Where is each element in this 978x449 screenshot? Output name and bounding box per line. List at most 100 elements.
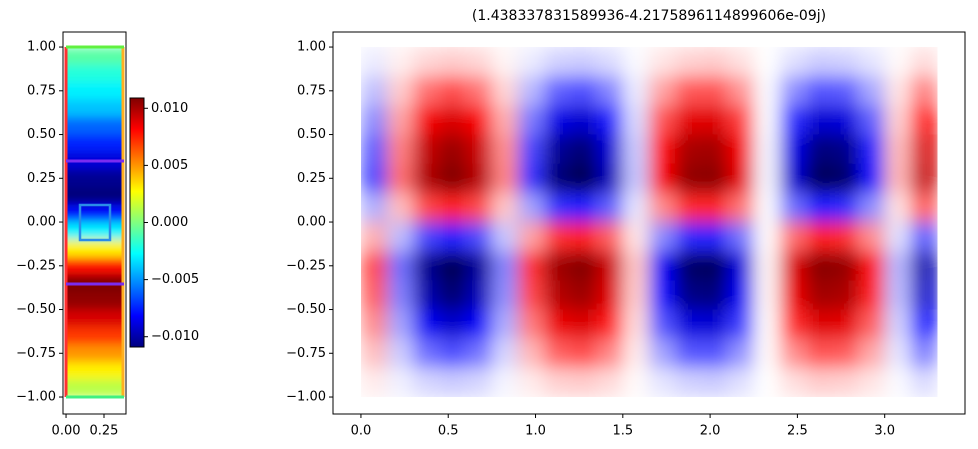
heatmap-cell [649, 251, 676, 281]
heatmap-cell [465, 134, 493, 165]
heatmap-cell [910, 105, 938, 136]
heatmap-cell [570, 338, 598, 369]
heatmap-cell [387, 47, 414, 77]
heatmap-cell [518, 280, 545, 311]
heatmap-cell [465, 251, 493, 281]
heatmap-cell [465, 367, 493, 397]
heatmap-cell [858, 76, 886, 106]
heatmap-cell [439, 134, 467, 165]
heatmap-cell [858, 280, 886, 311]
heatmap-cell [387, 192, 414, 223]
heatmap-cell [753, 280, 781, 311]
heatmap-cell [753, 192, 781, 223]
heatmap-cell [779, 367, 807, 397]
heatmap-cell [832, 134, 860, 165]
heatmap-cell [701, 163, 729, 194]
heatmap-cell [66, 99, 124, 118]
heatmap-cell [622, 367, 650, 397]
heatmap-cell [832, 192, 860, 223]
heatmap-cell [910, 251, 938, 281]
heatmap-cell [544, 105, 571, 136]
heatmap-cell [596, 221, 624, 252]
heatmap-cell [491, 134, 519, 165]
heatmap-cell [649, 309, 676, 340]
heatmap-cell [544, 192, 571, 223]
heatmap-cell [66, 222, 124, 241]
heatmap-cell [779, 221, 807, 252]
heatmap-cell [701, 251, 729, 281]
heatmap-cell [727, 251, 755, 281]
heatmap-cell [439, 280, 467, 311]
heatmap-cell [649, 76, 676, 106]
heatmap-cell [806, 76, 833, 106]
y-tick-label: −0.25 [286, 258, 326, 273]
heatmap-cell [465, 221, 493, 252]
heatmap-cell [753, 105, 781, 136]
heatmap-cell [858, 47, 886, 77]
heatmap-cell [66, 169, 124, 188]
heatmap-cell [361, 47, 388, 77]
x-tick-label: 2.0 [700, 424, 721, 439]
heatmap-cell [832, 47, 860, 77]
heatmap-cell [884, 251, 912, 281]
heatmap-cell [753, 221, 781, 252]
heatmap-cell [66, 239, 124, 258]
heatmap-cell [570, 280, 598, 311]
heatmap-cell [361, 309, 388, 340]
heatmap-cell [806, 309, 833, 340]
heatmap-cell [832, 221, 860, 252]
heatmap-cell [701, 309, 729, 340]
heatmap-cell [66, 292, 124, 311]
heatmap-cell [596, 280, 624, 311]
heatmap-cell [701, 280, 729, 311]
x-tick-label: 1.5 [612, 424, 633, 439]
heatmap-cell [361, 105, 388, 136]
heatmap-cell [570, 163, 598, 194]
y-tick-label: 0.50 [297, 127, 326, 142]
heatmap-cell [465, 105, 493, 136]
colorbar [129, 97, 145, 348]
heatmap-cell [570, 192, 598, 223]
heatmap-cell [439, 163, 467, 194]
y-tick-label: 0.25 [27, 171, 56, 186]
heatmap-cell [675, 134, 702, 165]
heatmap-cell [779, 280, 807, 311]
heatmap-cell [66, 117, 124, 136]
heatmap-cell [622, 47, 650, 77]
heatmap-cell [518, 192, 545, 223]
heatmap-cell [491, 251, 519, 281]
heatmap-cell [675, 309, 702, 340]
colorbar-tick-label: −0.005 [151, 272, 199, 287]
heatmap-cell [858, 367, 886, 397]
y-tick-label: 1.00 [27, 40, 56, 55]
heatmap-cell [66, 344, 124, 363]
heatmap-cell [387, 338, 414, 369]
y-tick-label: −0.50 [286, 302, 326, 317]
chart-title: (1.438337831589936-4.2175896114899606e-0… [472, 8, 826, 24]
heatmap-cell [622, 221, 650, 252]
heatmap-cell [779, 76, 807, 106]
heatmap-cell [596, 76, 624, 106]
heatmap-cell [806, 163, 833, 194]
heatmap-cell [701, 221, 729, 252]
heatmap-cell [622, 338, 650, 369]
heatmap-cell [544, 251, 571, 281]
heatmap-cell [570, 76, 598, 106]
heatmap-cell [596, 163, 624, 194]
heatmap-cell [465, 192, 493, 223]
heatmap-cell [858, 192, 886, 223]
heatmap-cell [361, 338, 388, 369]
heatmap-cell [439, 221, 467, 252]
heatmap-cell [753, 367, 781, 397]
heatmap-cell [518, 367, 545, 397]
heatmap-cell [387, 105, 414, 136]
heatmap-cell [832, 76, 860, 106]
heatmap-cell [701, 105, 729, 136]
colorbar-tick-label: 0.005 [151, 158, 188, 173]
heatmap-cell [806, 192, 833, 223]
heatmap-cell [596, 251, 624, 281]
heatmap-cell [413, 280, 440, 311]
heatmap-cell [413, 338, 440, 369]
heatmap-cell [858, 163, 886, 194]
heatmap-cell [910, 309, 938, 340]
